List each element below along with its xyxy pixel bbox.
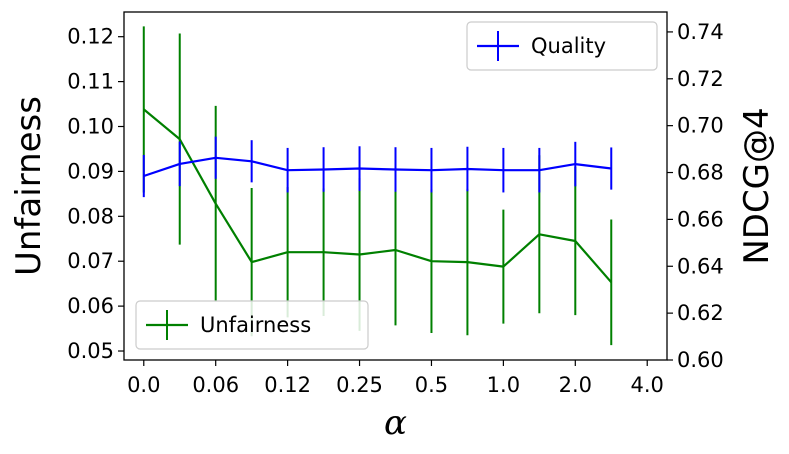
left-y-tick-label: 0.07 [67,249,114,273]
x-tick-label: 4.0 [631,373,664,397]
right-y-tick-label: 0.68 [677,161,724,185]
legend-unfairness: Unfairness [135,300,369,350]
legend-label: Quality [531,34,606,58]
right-y-tick-label: 0.66 [677,207,724,231]
right-y-tick-label: 0.60 [677,348,724,372]
quality-line [143,156,612,178]
x-tick-label: 2.0 [559,373,592,397]
series-layer [142,26,613,346]
x-tick-label: 0.5 [415,373,448,397]
legend-box [466,21,658,71]
left-y-tick-label: 0.08 [67,204,114,228]
legend-box [135,300,369,350]
x-axis-title: α [384,403,407,443]
left-y-tick-label: 0.10 [67,115,114,139]
legend-label: Unfairness [200,313,311,337]
x-tick-label: 0.12 [264,373,311,397]
x-tick-label: 1.0 [487,373,520,397]
right-axis-title: NDCG@4 [737,107,777,264]
x-tick-label: 0.0 [127,373,160,397]
left-y-tick-label: 0.09 [67,159,114,183]
axes-layer: 0.0 0.06 0.12 0.25 0.5 1.0 2.0 4.0 0.05 0.06 0.07 0… [67,20,724,397]
plot-frame [123,11,668,361]
x-tick-label: 0.25 [336,373,383,397]
left-axis-title: Unfairness [9,96,49,276]
x-tick-label: 0.06 [192,373,239,397]
left-y-tick-label: 0.06 [67,294,114,318]
left-y-tick-label: 0.05 [67,339,114,363]
right-y-tick-label: 0.64 [677,254,724,278]
right-y-tick-label: 0.70 [677,114,724,138]
right-y-tick-label: 0.72 [677,67,724,91]
left-y-tick-label: 0.11 [67,70,114,94]
left-y-tick-label: 0.12 [67,25,114,49]
right-y-tick-label: 0.74 [677,20,724,44]
right-y-tick-label: 0.62 [677,301,724,325]
unfairness-line [143,108,613,284]
legend-quality: Quality [466,21,658,71]
